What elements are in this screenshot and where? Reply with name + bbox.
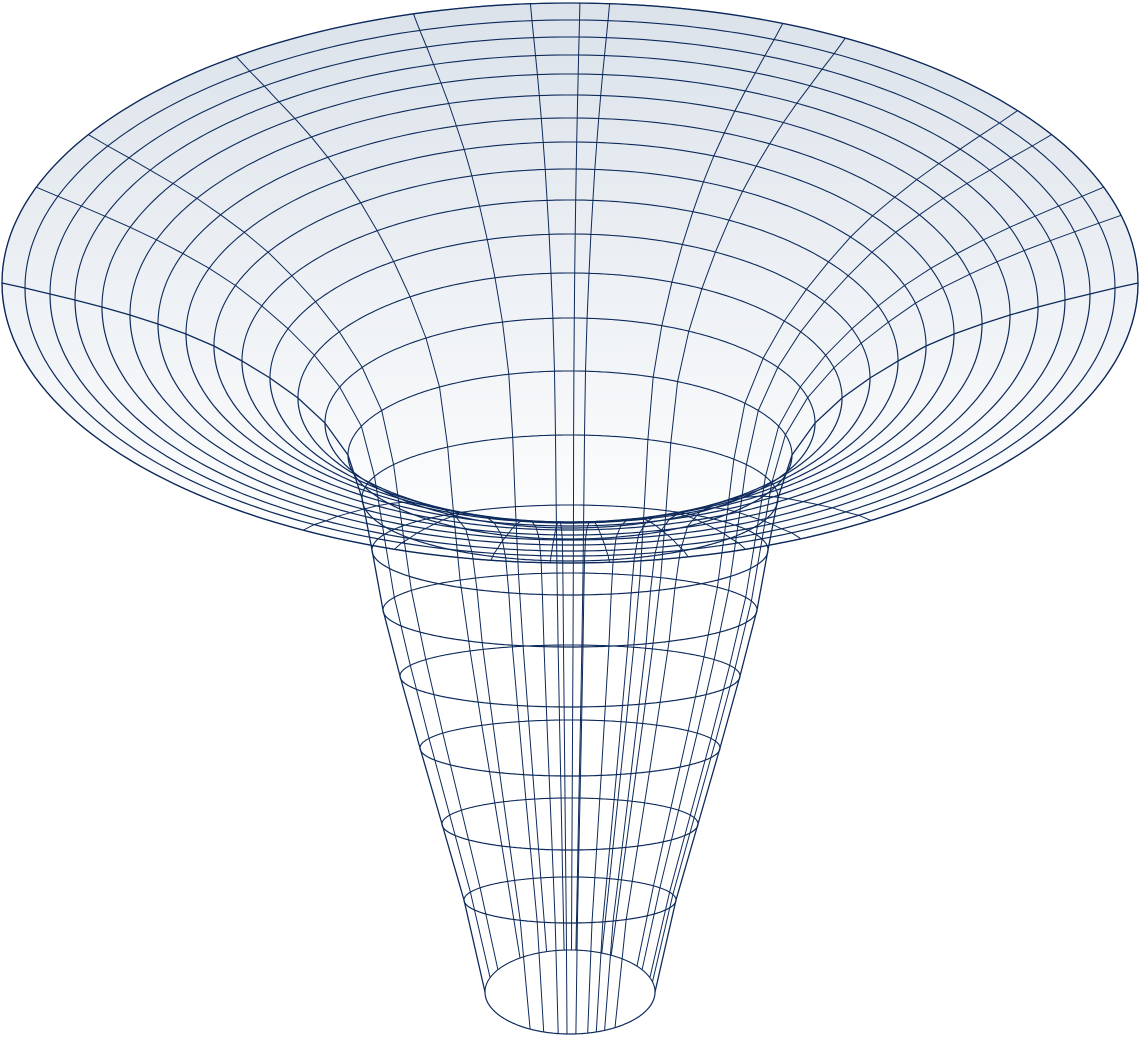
meridian-5 — [571, 2, 581, 951]
ring-back-1 — [24, 19, 1116, 289]
ring-front-17 — [399, 676, 741, 708]
ring-front-6 — [157, 324, 983, 531]
meridian-6 — [575, 3, 611, 951]
meridian-11 — [649, 186, 1104, 978]
ring-back-19 — [441, 797, 699, 824]
ring-back-21 — [484, 949, 656, 992]
ring-front-18 — [419, 748, 721, 777]
ring-back-15 — [371, 504, 769, 550]
ring-front-3 — [74, 299, 1066, 546]
ring-front-1 — [24, 287, 1116, 557]
meridian-21 — [595, 513, 746, 1032]
ring-front-14 — [361, 498, 779, 562]
ring-front-13 — [347, 455, 793, 540]
meridian-2 — [235, 56, 521, 959]
ring-front-2 — [49, 293, 1091, 552]
funnel-meridians — [36, 2, 1122, 1035]
meridian-18 — [614, 495, 872, 1028]
ring-back-4 — [101, 73, 1039, 307]
meridian-4 — [529, 3, 565, 951]
meridian-15 — [575, 521, 611, 1034]
ring-front-21 — [484, 992, 656, 1035]
ring-back-12 — [324, 317, 816, 423]
meridian-7 — [601, 23, 784, 954]
ring-front-12 — [324, 423, 816, 529]
meridian-0 — [36, 186, 491, 978]
ring-back-9 — [241, 199, 899, 361]
meridian-8 — [610, 37, 846, 956]
ring-back-10 — [269, 233, 871, 378]
meridian-19 — [303, 501, 531, 1030]
ring-front-5 — [129, 315, 1011, 536]
ring-front-10 — [269, 378, 871, 523]
ring-front-11 — [297, 398, 843, 524]
ring-back-17 — [399, 644, 741, 676]
ring-front-20 — [463, 900, 677, 924]
ring-back-18 — [419, 719, 721, 748]
ring-front-4 — [101, 307, 1039, 541]
ring-back-3 — [74, 54, 1066, 301]
ring-back-8 — [213, 168, 927, 346]
meridian-3 — [412, 13, 548, 952]
ring-back-7 — [185, 141, 955, 334]
funnel-back-rings — [1, 2, 1139, 992]
meridian-1 — [88, 134, 499, 970]
ring-front-15 — [371, 550, 769, 596]
meridian-10 — [641, 134, 1052, 970]
funnel-inner-surface — [2, 3, 1138, 563]
ring-front-7 — [185, 334, 955, 527]
ring-back-2 — [49, 36, 1091, 295]
ring-back-20 — [463, 876, 677, 900]
ring-back-16 — [382, 572, 758, 610]
ring-back-14 — [361, 434, 779, 498]
ring-front-16 — [382, 610, 758, 648]
ring-back-11 — [297, 272, 843, 398]
ring-front-19 — [441, 824, 699, 851]
meridian-14 — [549, 521, 568, 1035]
ring-back-6 — [157, 117, 983, 324]
meridian-20 — [394, 513, 545, 1032]
ring-back-5 — [129, 94, 1011, 315]
meridian-9 — [636, 110, 1018, 967]
funnel-silhouette — [1, 2, 1139, 993]
meridian-12 — [652, 214, 1122, 982]
ring-back-13 — [347, 370, 793, 455]
